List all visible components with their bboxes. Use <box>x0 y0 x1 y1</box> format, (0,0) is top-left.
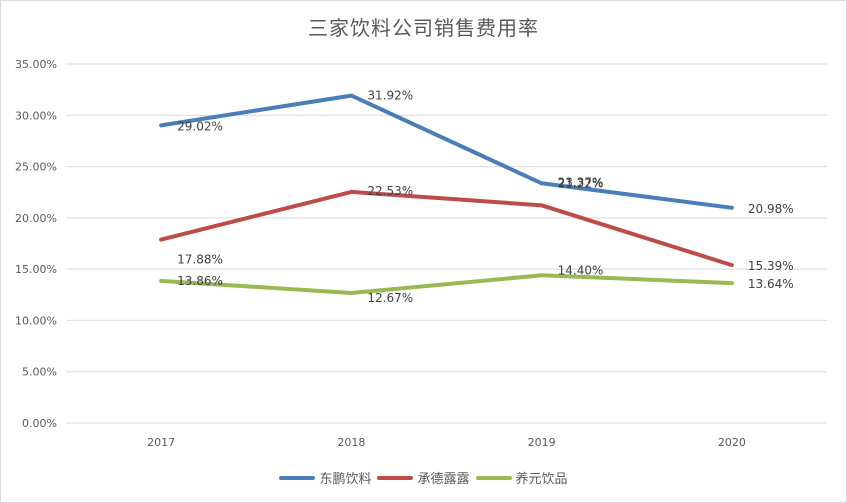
y-tick-label: 35.00% <box>15 58 57 71</box>
legend-label: 承德露露 <box>417 472 470 487</box>
series-line <box>159 189 734 268</box>
data-label: 14.40% <box>558 263 604 277</box>
series-line <box>159 93 734 210</box>
x-tick-label: 2020 <box>718 436 746 449</box>
data-label: 13.64% <box>748 277 794 291</box>
data-label: 22.53% <box>367 184 413 198</box>
x-tick-label: 2018 <box>337 436 365 449</box>
data-label: 12.67% <box>367 291 413 305</box>
legend-item[interactable]: 养元饮品 <box>475 468 568 487</box>
data-label: 20.98% <box>748 202 794 216</box>
y-tick-label: 5.00% <box>22 366 57 379</box>
legend-item[interactable]: 承德露露 <box>377 468 470 487</box>
data-label: 15.39% <box>748 259 794 273</box>
x-tick-label: 2019 <box>528 436 556 449</box>
legend-label: 东鹏饮料 <box>319 472 372 487</box>
chart-title: 三家饮料公司销售费用率 <box>308 16 539 40</box>
x-tick-label: 2017 <box>147 436 175 449</box>
y-tick-label: 0.00% <box>22 417 57 430</box>
y-tick-label: 10.00% <box>15 314 57 327</box>
legend-swatch-icon <box>279 475 316 480</box>
legend-swatch-icon <box>377 475 414 480</box>
y-tick-label: 15.00% <box>15 263 57 276</box>
data-label: 31.92% <box>367 89 413 103</box>
data-label: 29.02% <box>177 119 223 133</box>
data-label: 23.37% <box>558 175 604 189</box>
y-tick-label: 30.00% <box>15 109 57 122</box>
data-label: 13.86% <box>177 274 223 288</box>
legend: 东鹏饮料 承德露露 养元饮品 <box>0 468 847 487</box>
y-tick-label: 20.00% <box>15 212 57 225</box>
legend-swatch-icon <box>475 475 512 480</box>
data-label: 17.88% <box>177 253 223 267</box>
series-line <box>159 273 734 296</box>
legend-label: 养元饮品 <box>515 472 568 487</box>
data-label: 21.22% <box>558 176 604 190</box>
legend-item[interactable]: 东鹏饮料 <box>279 468 371 487</box>
y-tick-label: 25.00% <box>15 161 57 174</box>
